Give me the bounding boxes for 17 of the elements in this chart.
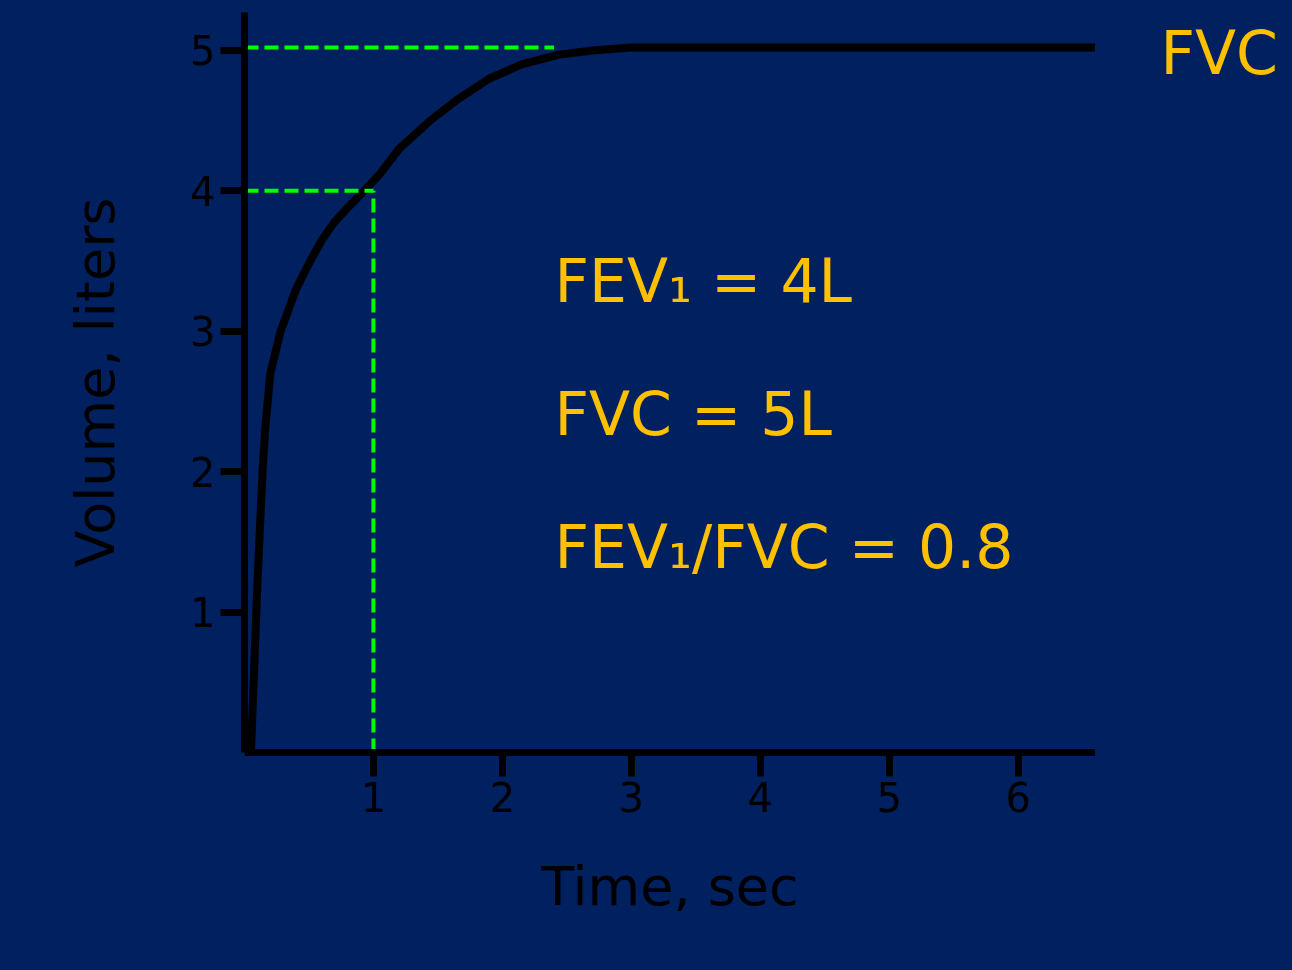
x-tick-label: 3: [618, 774, 645, 821]
x-tick-label: 2: [489, 774, 516, 821]
annotation: FEV₁ = 4L: [554, 245, 853, 316]
x-tick-label: 6: [1005, 774, 1031, 821]
annotation: FVC = 5L: [554, 378, 833, 449]
y-tick-label: 1: [190, 590, 216, 637]
x-tick-label: 5: [876, 774, 902, 821]
text: FVC: [1160, 17, 1278, 88]
y-tick-label: 5: [190, 28, 216, 75]
y-tick-label: 2: [190, 449, 216, 496]
y-axis-title: Volume, liters: [64, 197, 128, 568]
y-tick-label: 4: [190, 168, 216, 215]
x-axis-title: Time, sec: [540, 854, 799, 918]
annotation: FEV₁/FVC = 0.8: [554, 511, 1014, 582]
y-tick-label: 3: [190, 309, 216, 356]
x-tick-label: 4: [747, 774, 773, 821]
x-tick-label: 1: [360, 774, 387, 821]
